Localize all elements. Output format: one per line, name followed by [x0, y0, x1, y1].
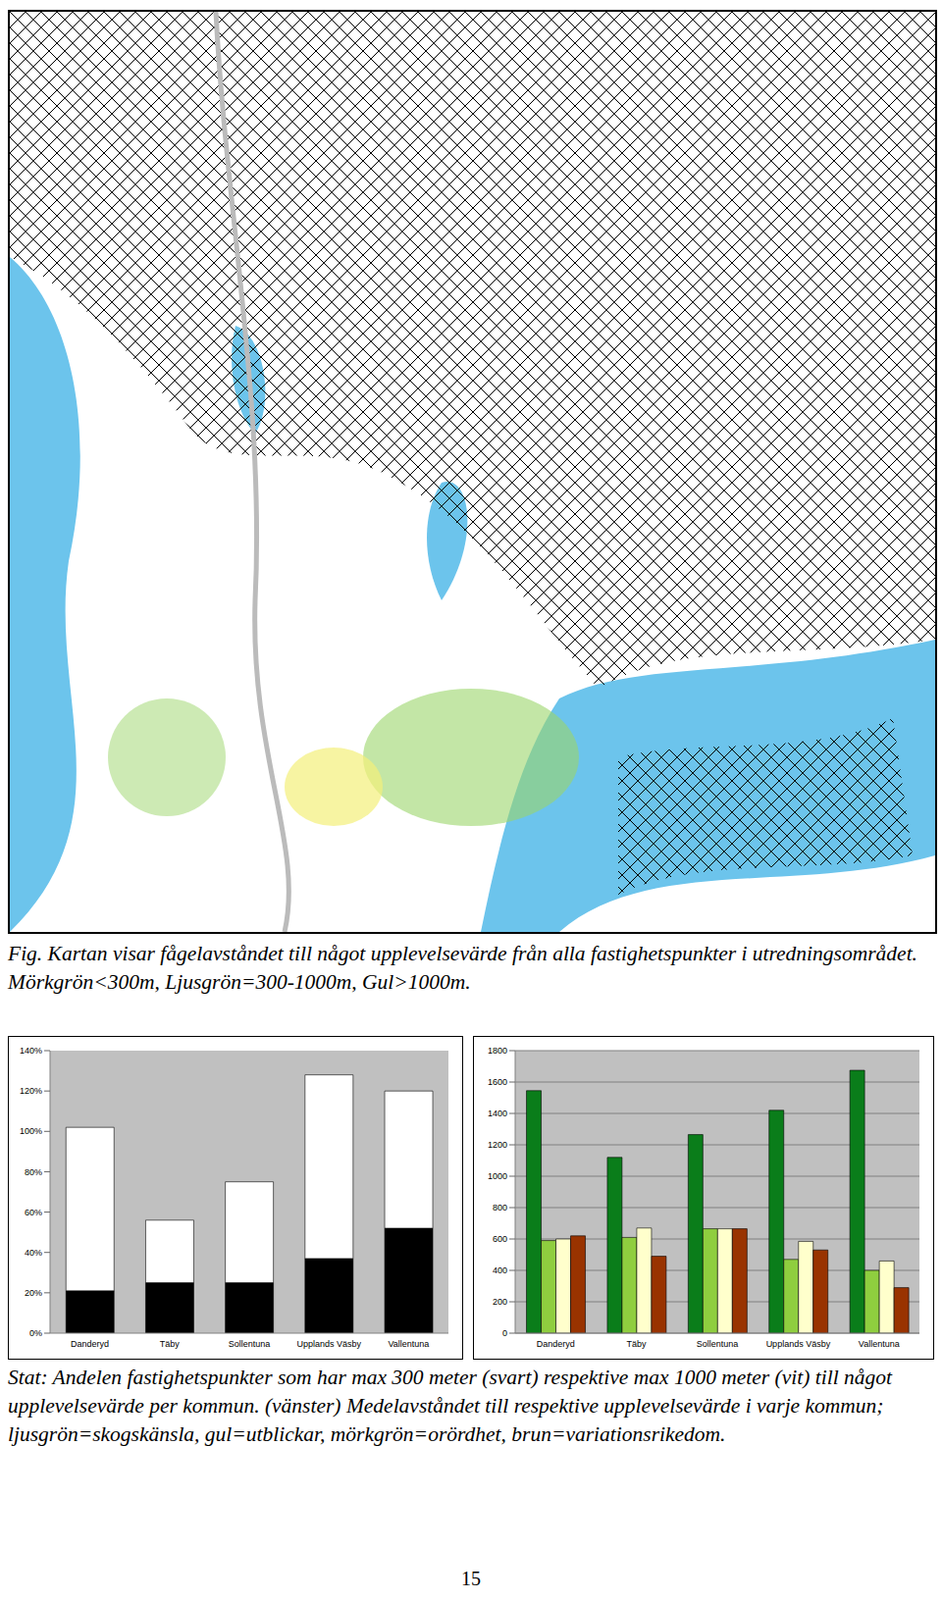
html-text:15: 15	[461, 1568, 481, 1590]
svg-text:Danderyd: Danderyd	[70, 1339, 109, 1350]
html-text:Stat: Andelen fastighetspunkte: Stat: Andelen fastighetspunkter som har …	[7, 1365, 892, 1447]
svg-text:800: 800	[492, 1203, 508, 1213]
svg-text:200: 200	[492, 1297, 508, 1308]
svg-text:60%: 60%	[24, 1207, 43, 1218]
svg-text:400: 400	[492, 1265, 508, 1276]
svg-text:Upplands Väsby: Upplands Väsby	[766, 1339, 832, 1350]
svg-text:Vallentuna: Vallentuna	[387, 1339, 429, 1350]
svg-text:120%: 120%	[19, 1086, 43, 1097]
svg-text:Danderyd: Danderyd	[536, 1339, 576, 1350]
svg-text:Upplands Väsby: Upplands Väsby	[296, 1339, 362, 1350]
svg-text:Täby: Täby	[627, 1339, 648, 1350]
svg-text:40%: 40%	[24, 1248, 43, 1258]
svg-text:1800: 1800	[487, 1046, 508, 1056]
svg-text:1400: 1400	[487, 1108, 508, 1119]
svg-text:Vallentuna: Vallentuna	[858, 1339, 900, 1350]
svg-text:140%: 140%	[19, 1046, 43, 1056]
svg-text:100%: 100%	[19, 1126, 43, 1137]
svg-text:0: 0	[502, 1328, 508, 1339]
svg-text:1600: 1600	[487, 1077, 508, 1088]
svg-text:Sollentuna: Sollentuna	[228, 1339, 271, 1350]
svg-text:80%: 80%	[24, 1167, 43, 1178]
svg-text:1200: 1200	[487, 1140, 508, 1151]
svg-text:1000: 1000	[487, 1171, 508, 1182]
svg-text:600: 600	[492, 1234, 508, 1245]
svg-text:Täby: Täby	[159, 1339, 181, 1350]
svg-text:Sollentuna: Sollentuna	[696, 1339, 739, 1350]
html-text:Fig. Kartan visar fågelavstånd: Fig. Kartan visar fågelavståndet till nå…	[7, 942, 918, 995]
svg-text:0%: 0%	[29, 1328, 43, 1339]
svg-text:20%: 20%	[24, 1288, 43, 1299]
